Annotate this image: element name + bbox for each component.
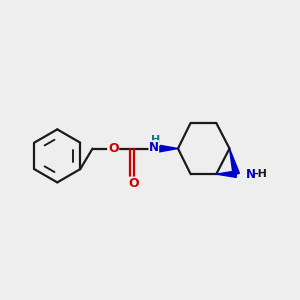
Text: N: N [246,168,256,181]
Text: O: O [108,142,119,155]
Polygon shape [230,148,239,175]
Text: O: O [128,177,139,190]
Text: -H: -H [254,169,268,179]
Polygon shape [158,145,178,152]
Polygon shape [216,171,236,177]
Text: H: H [151,135,160,145]
Text: N: N [149,141,159,154]
